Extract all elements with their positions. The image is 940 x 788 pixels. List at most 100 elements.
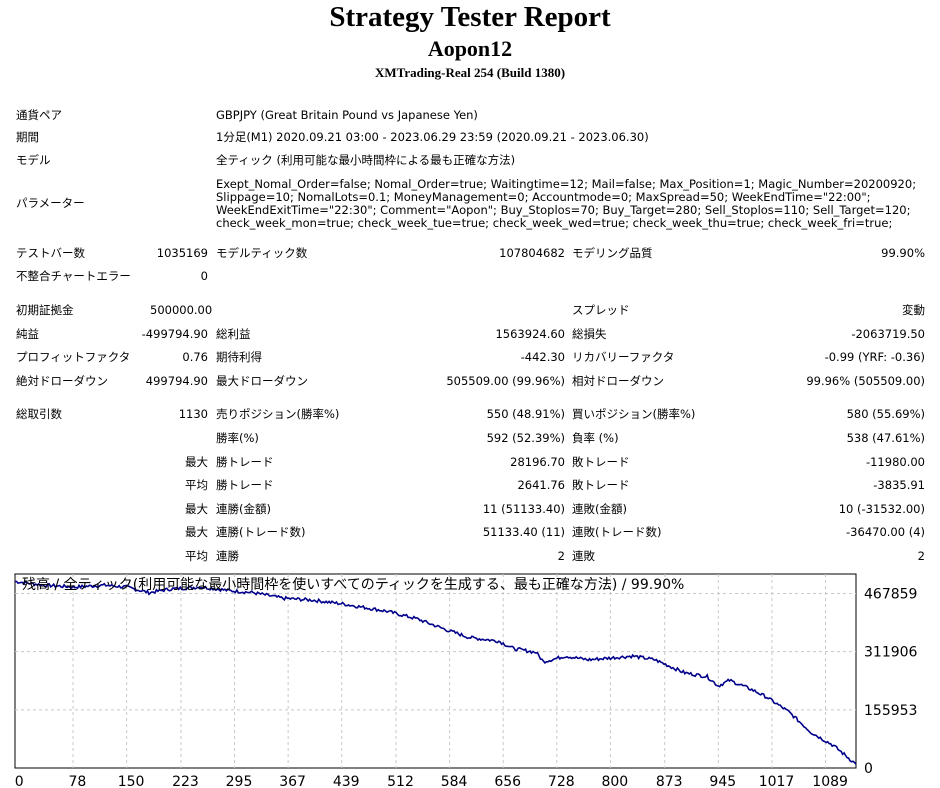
stat-net-label: 純益: [16, 327, 39, 341]
stat-avg-win: 2641.76: [517, 478, 565, 492]
stat-avg-cons-wins-label: 連勝: [216, 549, 239, 563]
stat-ticks-label: モデルティック数: [216, 246, 308, 260]
model-value: 全ティック (利用可能な最小時間枠による最も正確な方法): [216, 153, 516, 167]
stat-net: -499794.90: [141, 327, 208, 341]
stat-short: 550 (48.91%): [486, 407, 565, 421]
stat-spread-label: スプレッド: [572, 303, 630, 317]
plot-area: [14, 573, 857, 769]
y-tick-label: 155953: [864, 703, 917, 719]
x-tick-label: 656: [494, 774, 521, 788]
stat-win-rate-label: 勝率(%): [216, 431, 259, 445]
stat-max-dd: 505509.00 (99.96%): [446, 374, 565, 388]
y-tick-label: 311906: [864, 645, 918, 661]
stat-quality: 99.90%: [881, 246, 925, 260]
x-tick-label: 945: [709, 774, 736, 788]
x-tick-label: 800: [601, 774, 628, 788]
period-value: 1分足(M1) 2020.09.21 03:00 - 2023.06.29 23…: [216, 130, 649, 144]
params-value: Exept_Nomal_Order=false; Nomal_Order=tru…: [216, 178, 916, 230]
stat-bars-label: テストバー数: [16, 246, 85, 260]
stat-win-rate: 592 (52.39%): [486, 431, 565, 445]
server-info: XMTrading-Real 254 (Build 1380): [374, 65, 566, 80]
stat-quality-label: モデリング品質: [572, 246, 653, 260]
stat-bars: 1035169: [156, 246, 208, 260]
y-tick-label: 467859: [864, 586, 917, 602]
model-label: モデル: [16, 153, 51, 167]
stat-largest-win: 28196.70: [510, 455, 565, 469]
y-tick-label: 0: [864, 761, 873, 777]
params-line: Exept_Nomal_Order=false; Nomal_Order=tru…: [216, 177, 917, 191]
balance-line: [14, 580, 857, 765]
stat-avg-loss-label: 敗トレード: [572, 478, 630, 492]
stat-avg-prefix: 平均: [185, 549, 208, 563]
x-tick-label: 1089: [812, 774, 848, 788]
stat-max-cons-losses-cnt: -36470.00 (4): [846, 525, 925, 539]
x-tick-label: 584: [441, 774, 468, 788]
stat-gross-profit-label: 総利益: [216, 327, 251, 341]
stat-gross-profit: 1563924.60: [495, 327, 565, 341]
x-tick-label: 512: [387, 774, 414, 788]
stat-mismatch: 0: [200, 269, 208, 283]
stat-trades: 1130: [178, 407, 208, 421]
x-tick-label: 1017: [759, 774, 795, 788]
stat-recovery: -0.99 (YRF: -0.36): [824, 350, 925, 364]
stat-rel-dd-label: 相対ドローダウン: [572, 374, 664, 388]
x-tick-label: 873: [656, 774, 683, 788]
symbol-label: 通貨ペア: [16, 108, 62, 122]
stat-rel-dd: 99.96% (505509.00): [806, 374, 925, 388]
stat-max-cons-losses-amt: 10 (-31532.00): [838, 502, 925, 516]
stat-mismatch-label: 不整合チャートエラー: [16, 269, 131, 283]
period-label: 期間: [16, 130, 39, 144]
stat-short-label: 売りポジション(勝率%): [216, 407, 340, 421]
stat-ticks: 107804682: [499, 246, 565, 260]
x-tick-label: 0: [15, 774, 24, 788]
stat-deposit-label: 初期証拠金: [16, 303, 74, 317]
stat-max-prefix: 最大: [185, 525, 208, 539]
stat-avg-loss: -3835.91: [873, 478, 925, 492]
chart-title: 残高 / 全ティック(利用可能な最小時間枠を使いすべてのティックを生成する、最も…: [22, 576, 684, 593]
stat-loss-rate: 538 (47.61%): [846, 431, 925, 445]
stat-largest-win-label: 勝トレード: [216, 455, 274, 469]
params-line: check_week_mon=true; check_week_tue=true…: [216, 216, 893, 230]
x-tick-label: 295: [226, 774, 253, 788]
stat-long-label: 買いポジション(勝率%): [572, 407, 696, 421]
stat-avg-cons-wins: 2: [557, 549, 565, 563]
stat-gross-loss-label: 総損失: [572, 327, 607, 341]
x-tick-label: 439: [333, 774, 360, 788]
x-tick-label: 78: [68, 774, 86, 788]
x-tick-label: 150: [118, 774, 145, 788]
stat-largest-loss-label: 敗トレード: [572, 455, 630, 469]
symbol-value: GBPJPY (Great Britain Pound vs Japanese …: [216, 108, 478, 122]
stat-avg-cons-losses-label: 連敗: [572, 549, 595, 563]
params-line: Slippage=10; NomalLots=0.1; MoneyManagem…: [216, 190, 871, 204]
stat-largest-loss: -11980.00: [865, 455, 925, 469]
stat-gross-loss: -2063719.50: [851, 327, 925, 341]
stat-pf-label: プロフィットファクタ: [16, 350, 131, 364]
stat-abs-dd: 499794.90: [145, 374, 208, 388]
stat-max-cons-wins-amt: 11 (51133.40): [482, 502, 565, 516]
stat-avg-cons-losses: 2: [917, 549, 925, 563]
report-title: Strategy Tester Report: [329, 1, 611, 33]
stat-max-dd-label: 最大ドローダウン: [216, 374, 308, 388]
ea-name: Aopon12: [427, 36, 513, 61]
stat-avg-win-label: 勝トレード: [216, 478, 274, 492]
stat-abs-dd-label: 絶対ドローダウン: [16, 374, 108, 388]
x-tick-label: 728: [548, 774, 575, 788]
stat-max-cons-losses-amt-label: 連敗(金額): [572, 502, 627, 516]
balance-chart: 467859 311906 155953 0 0 78 150 223 295 367 439 512…: [14, 573, 918, 788]
stat-avg-prefix: 平均: [185, 478, 208, 492]
stat-pf: 0.76: [182, 350, 208, 364]
stat-deposit: 500000.00: [150, 303, 213, 317]
stat-max-prefix: 最大: [185, 502, 208, 516]
stat-max-cons-losses-cnt-label: 連敗(トレード数): [572, 525, 662, 539]
params-line: WeekEndExitTime="22:30"; Comment="Aopon"…: [216, 203, 911, 217]
stat-max-cons-wins-cnt: 51133.40 (11): [482, 525, 565, 539]
stat-long: 580 (55.69%): [846, 407, 925, 421]
stat-max-prefix: 最大: [185, 455, 208, 469]
params-label: パラメーター: [16, 196, 85, 210]
stat-max-cons-wins-amt-label: 連勝(金額): [216, 502, 271, 516]
stat-loss-rate-label: 負率 (%): [572, 431, 619, 445]
x-tick-label: 367: [279, 774, 306, 788]
stat-spread: 変動: [902, 303, 925, 317]
x-tick-label: 223: [172, 774, 199, 788]
stat-expected-label: 期待利得: [216, 350, 262, 364]
